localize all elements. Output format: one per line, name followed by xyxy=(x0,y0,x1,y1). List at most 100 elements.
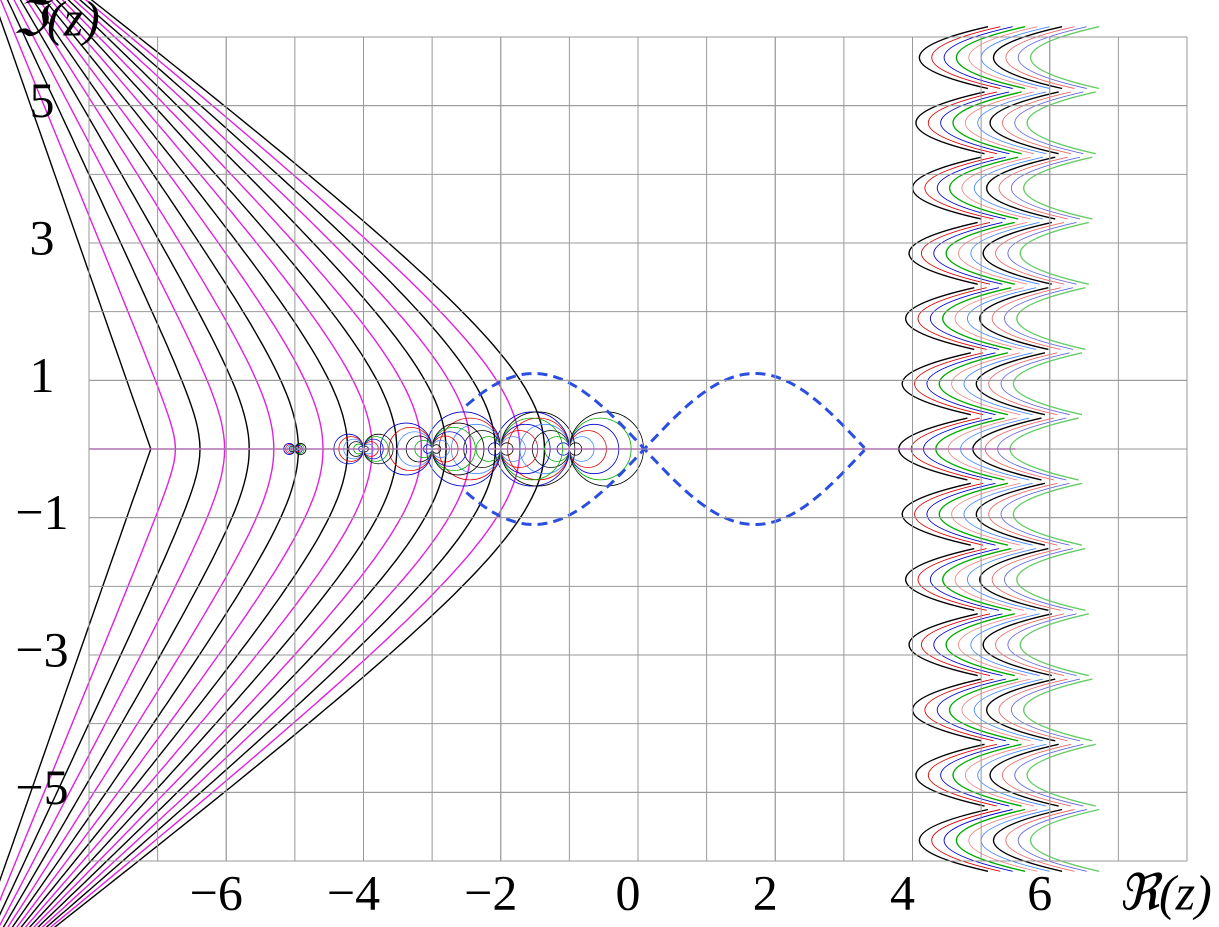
contour-arc xyxy=(937,678,1006,742)
y-tick-label: 5 xyxy=(30,72,55,128)
contour-arc xyxy=(917,548,987,611)
contour-arc xyxy=(993,26,1063,90)
x-tick-label: 4 xyxy=(890,864,915,920)
contour-arc xyxy=(917,287,987,350)
contour-arc xyxy=(1016,286,1086,351)
contour-arc xyxy=(958,221,1028,285)
contour-arc xyxy=(965,91,1035,155)
contour-arc xyxy=(998,156,1068,220)
contour-arc xyxy=(931,809,1001,872)
contour-arc xyxy=(908,221,978,285)
contour-arc xyxy=(930,287,1000,350)
contour-arc xyxy=(967,548,1037,611)
contour-arc xyxy=(1012,352,1083,416)
contour-arc xyxy=(975,352,1046,416)
contour-arc xyxy=(956,808,1026,872)
contour-arc xyxy=(968,26,1038,89)
contour-arc xyxy=(989,91,1059,155)
contour-arc xyxy=(991,548,1061,611)
contour-arc xyxy=(949,156,1019,220)
contour-arc xyxy=(954,287,1024,350)
contour-arc xyxy=(908,613,978,677)
y-axis-label: ℑ(z) xyxy=(12,0,100,46)
contour-arc xyxy=(949,678,1019,742)
contour-arc xyxy=(963,482,1033,546)
x-tick-label: −4 xyxy=(327,864,380,920)
contour-arc xyxy=(921,221,991,285)
contour-arc xyxy=(998,678,1068,742)
contour-arc xyxy=(1018,26,1087,89)
contour-arc xyxy=(951,482,1021,546)
contour-arc xyxy=(1011,678,1081,742)
contour-arc xyxy=(915,91,985,155)
contour-arc xyxy=(974,678,1043,742)
contour-arc xyxy=(1002,91,1072,155)
contour-arc xyxy=(1000,482,1070,546)
contour-arc xyxy=(952,91,1022,155)
y-tick-label: 3 xyxy=(30,209,55,265)
x-axis-label: ℜ(z) xyxy=(1118,864,1211,920)
contour-arc xyxy=(988,482,1058,546)
contour-arc xyxy=(975,482,1046,546)
contour-arc xyxy=(926,482,996,546)
contour-arc xyxy=(942,547,1012,612)
contour-arc xyxy=(982,221,1052,285)
contour-arc xyxy=(989,743,1059,807)
contour-arc xyxy=(1026,91,1096,155)
contour-arc xyxy=(945,221,1015,285)
contour-arc xyxy=(931,26,1001,89)
contour-arc xyxy=(995,613,1065,677)
contour-arc xyxy=(938,482,1009,546)
y-tick-label: −1 xyxy=(15,484,68,540)
contour-arc xyxy=(901,482,971,546)
contour-arc xyxy=(1030,808,1100,872)
contour-arc xyxy=(1004,287,1074,350)
contour-arc xyxy=(977,743,1047,807)
contour-arc xyxy=(1004,548,1074,611)
contour-arc xyxy=(977,91,1047,155)
contour-arc xyxy=(945,613,1015,677)
contour-arc xyxy=(918,26,989,90)
contour-arc xyxy=(979,547,1049,612)
contour-arc xyxy=(933,221,1003,285)
contour-arc xyxy=(1007,221,1077,285)
contour-arc xyxy=(965,743,1035,807)
x-tick-label: 2 xyxy=(753,864,778,920)
contour-arc xyxy=(1005,809,1075,872)
contour-arc xyxy=(914,482,984,546)
contour-arc xyxy=(928,91,998,155)
contour-arc xyxy=(963,352,1033,416)
axes: −6 −4 −2 0 2 4 6 5 3 1 −1 −3 −5 xyxy=(15,36,1188,920)
contour-arc xyxy=(1019,221,1090,285)
contour-arc xyxy=(954,548,1024,611)
contour-arc xyxy=(988,352,1058,416)
contour-arc xyxy=(1014,743,1084,807)
contour-arc xyxy=(1018,809,1087,872)
contour-arc xyxy=(974,156,1043,220)
y-tick-label: 1 xyxy=(30,347,55,403)
contour-arc xyxy=(926,352,996,416)
contour-arc xyxy=(921,613,991,677)
y-tick-label: −3 xyxy=(15,621,68,677)
contour-arc xyxy=(928,743,998,807)
contour-arc xyxy=(1002,743,1072,807)
contour-arc xyxy=(958,613,1028,677)
contour-arc xyxy=(1019,613,1090,677)
contour-arc xyxy=(961,678,1031,742)
contour-arc xyxy=(924,678,994,742)
contour-arc xyxy=(952,743,1022,807)
contour-arc xyxy=(924,156,994,220)
contour-arc xyxy=(1014,91,1084,155)
contour-arc xyxy=(938,352,1009,416)
contour-arc xyxy=(915,743,985,807)
contour-arc xyxy=(901,352,971,416)
x-tick-label: −6 xyxy=(190,864,243,920)
contour-arc xyxy=(1030,26,1100,90)
contour-arc xyxy=(995,221,1065,285)
x-tick-label: 6 xyxy=(1027,864,1052,920)
contour-arc xyxy=(942,286,1012,351)
contour-arc xyxy=(970,613,1040,677)
contour-arc xyxy=(1011,156,1081,220)
contour-arc xyxy=(970,221,1040,285)
